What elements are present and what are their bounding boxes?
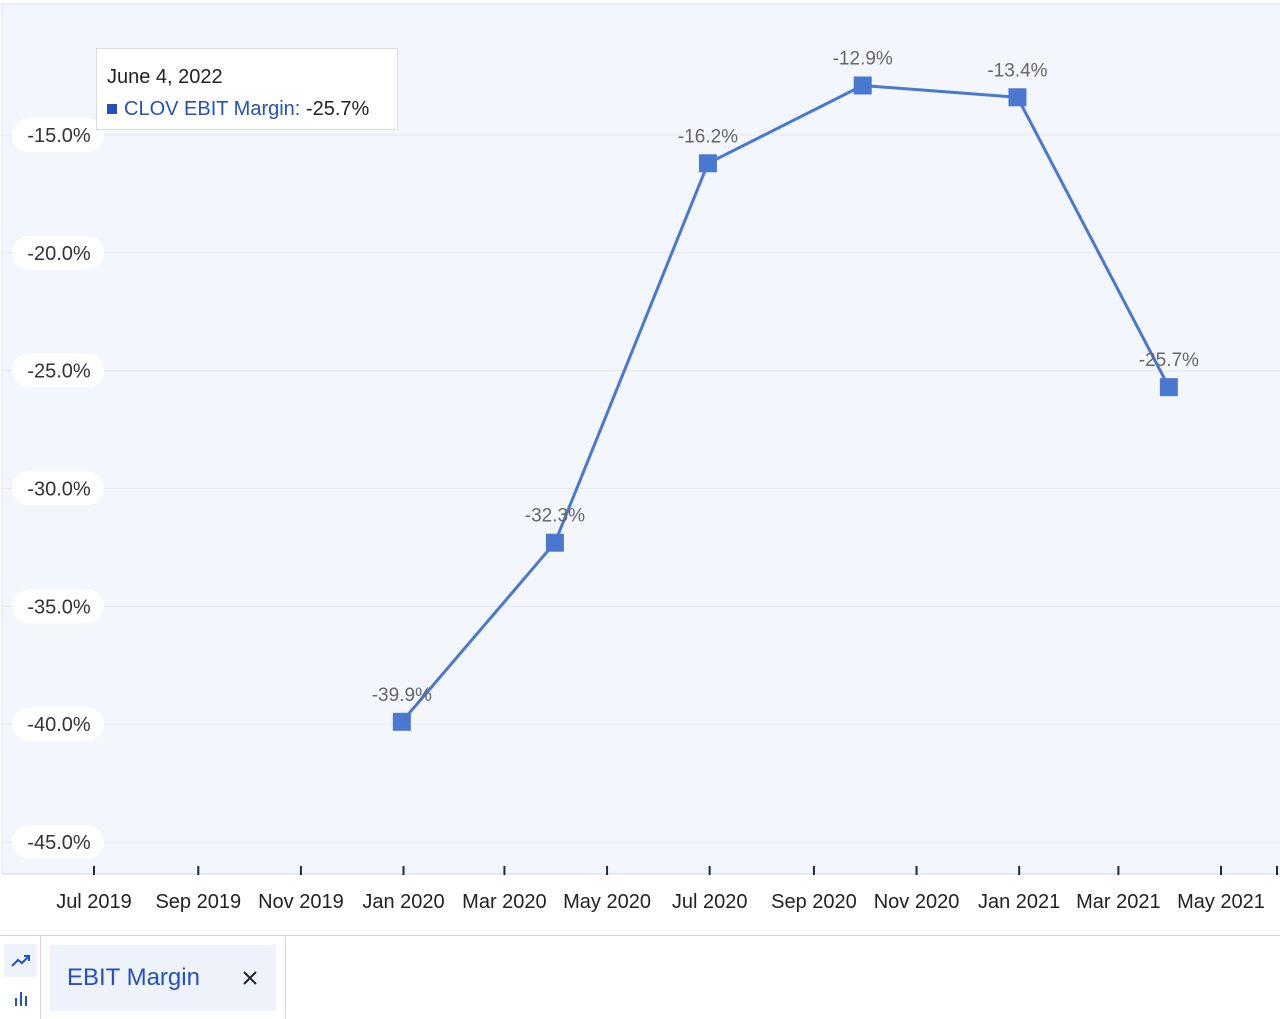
data-point-marker[interactable] (392, 712, 411, 731)
x-tick-label: Jul 2019 (56, 891, 132, 913)
tooltip-value: -25.7% (305, 98, 370, 120)
y-tick-label: -25.0% (27, 361, 91, 383)
x-tick-label: May 2020 (563, 891, 651, 913)
data-point-marker[interactable] (853, 76, 872, 95)
data-point-marker[interactable] (698, 154, 717, 173)
x-tick-label: May 2021 (1177, 891, 1265, 913)
y-tick-label-background (12, 235, 104, 270)
series-chip-label: EBIT Margin (67, 964, 200, 991)
y-tick-label: -20.0% (27, 243, 91, 265)
x-tick-label: Sep 2019 (155, 891, 241, 913)
data-label: -16.2% (678, 126, 738, 147)
x-tick-label: Nov 2020 (874, 891, 960, 913)
data-point-marker[interactable] (1008, 88, 1027, 107)
controls-divider (285, 936, 286, 1019)
series-chip-ebit-margin[interactable]: EBIT Margin (50, 945, 276, 1011)
series-line (400, 84, 1171, 723)
x-tick-label: Nov 2019 (258, 891, 344, 913)
y-tick-label: -45.0% (27, 832, 91, 854)
y-tick-label: -40.0% (27, 714, 91, 736)
series-line-layer (400, 84, 1171, 723)
close-icon (243, 971, 257, 985)
tooltip-series-label: CLOV EBIT Margin: (124, 98, 301, 120)
y-tick-label-background (12, 118, 104, 152)
y-tick-label-background (12, 589, 104, 624)
y-tick-label-background (12, 825, 104, 859)
bar-chart-icon (14, 991, 27, 1006)
y-tick-label-background (12, 707, 104, 742)
data-label: -32.3% (525, 506, 585, 527)
x-tick-label: Jul 2020 (672, 891, 748, 913)
x-axis: Jul 2019 Sep 2019 Nov 2019 Jan 2020 Mar 2020… (2, 866, 1280, 913)
tooltip-series-row: CLOV EBIT Margin: -25.7% (107, 93, 387, 125)
series-swatch-icon (107, 104, 117, 114)
y-tick-label-background (12, 353, 104, 388)
y-axis-ticks: -15.0% -20.0% -25.0% -30.0% -35.0% -40.0% -45.… (12, 118, 104, 859)
line-chart-type-button[interactable] (4, 944, 37, 977)
y-tick-label: -30.0% (27, 479, 91, 501)
data-point-marker[interactable] (545, 533, 564, 552)
x-tick-label: Jan 2021 (978, 891, 1060, 913)
chart-tooltip: June 4, 2022 CLOV EBIT Margin: -25.7% (96, 48, 398, 130)
plot-background (2, 4, 1280, 874)
x-tick-label: Sep 2020 (771, 891, 857, 913)
y-tick-label: -35.0% (27, 596, 91, 618)
data-label: -39.9% (372, 685, 432, 706)
data-label: -25.7% (1139, 350, 1199, 371)
x-tick-label: Mar 2021 (1076, 891, 1161, 913)
data-point-marker[interactable] (1159, 378, 1178, 397)
grid-lines (2, 134, 1280, 843)
y-tick-label-background (12, 471, 104, 506)
x-tick-label: Mar 2020 (462, 891, 547, 913)
data-label: -12.9% (833, 49, 893, 70)
bar-chart-type-button[interactable] (4, 981, 37, 1014)
chart-controls-bar: EBIT Margin (0, 935, 1280, 1019)
tooltip-date: June 4, 2022 (107, 66, 223, 88)
y-tick-label: -15.0% (27, 125, 91, 147)
x-tick-label: Jan 2020 (362, 891, 444, 913)
data-label: -13.4% (987, 60, 1047, 81)
series-markers[interactable] (392, 76, 1178, 731)
chart-type-switch (0, 936, 41, 1019)
ebit-margin-chart[interactable]: -15.0% -20.0% -25.0% -30.0% -35.0% -40.0% -45.… (0, 0, 1280, 935)
trend-line-icon (10, 954, 30, 967)
remove-series-button[interactable] (239, 967, 261, 989)
chart-area: -15.0% -20.0% -25.0% -30.0% -35.0% -40.0% -45.… (0, 0, 1280, 935)
data-labels: -39.9% -32.3% -16.2% -12.9% -13.4% -25.7% (372, 49, 1199, 706)
